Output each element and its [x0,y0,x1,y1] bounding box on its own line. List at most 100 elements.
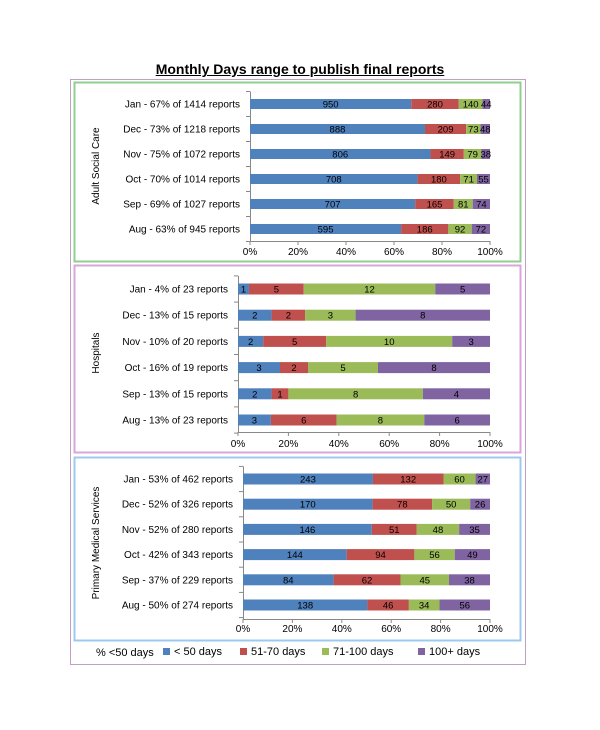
data-label: 34 [419,601,430,612]
legend-caption: % <50 days [96,647,154,659]
bar-100-days [439,599,490,611]
bar-51-70-days [371,523,417,535]
data-label: 170 [300,500,316,511]
legend-label-100-days: 100+ days [429,646,481,658]
data-label: 132 [400,475,416,486]
category-label: Jan - 4% of 23 reports [130,285,228,296]
bar-51-70-days [417,174,461,184]
data-label: 3 [468,337,473,348]
bar-100-days [481,149,490,159]
data-label: 2 [248,337,253,348]
data-label: 72 [476,225,487,236]
bar-71-100-days [303,283,436,295]
panel-adult-social-care: 0% 20% 40% 60% 80% 100% Adult Social Care Jan -… [73,81,522,263]
x-tick-label: 80% [430,439,450,450]
legend-swatch-50-days [163,648,170,655]
data-label: 165 [427,200,443,211]
data-label: 56 [459,601,470,612]
bar-50-days [243,473,373,485]
data-label: 1 [241,285,246,296]
bar-50-days [250,174,418,184]
data-label: 5 [340,363,345,374]
bar-50-days [250,149,431,159]
category-label: Aug - 50% of 274 reports [122,601,233,612]
category-label: Jan - 53% of 462 reports [123,475,233,486]
data-label: 56 [429,550,440,561]
bar-100-days [482,99,490,109]
legend-label-50-days: < 50 days [174,646,223,658]
bar-51-70-days [280,362,308,374]
x-tick-label: 20% [288,247,308,258]
data-label: 5 [292,337,297,348]
data-label: 950 [323,100,339,111]
category-label: Nov - 52% of 280 reports [122,525,233,536]
bar-71-100-days [432,498,471,510]
category-label: Sep - 37% of 229 reports [122,575,233,586]
x-tick-label: 40% [332,624,352,635]
bar-50-days [238,414,271,426]
data-label: 73 [468,125,479,136]
x-tick-label: 100% [477,624,503,635]
bar-71-100-days [453,199,473,209]
data-label: 92 [455,225,466,236]
x-tick-label: 0% [231,439,246,450]
data-label: 45 [419,575,430,586]
bar-51-70-days [401,224,449,234]
bar-50-days [238,309,272,321]
data-label: 6 [301,416,306,427]
bar-100-days [454,549,490,561]
bar-100-days [470,498,490,510]
bar-100-days [471,224,490,234]
data-label: 280 [427,100,443,111]
data-label: 2 [291,363,296,374]
category-label: Dec - 13% of 15 reports [122,311,228,322]
bar-100-days [459,523,490,535]
bar-100-days [378,362,490,374]
y-axis-title: Hospitals [91,332,102,373]
data-label: 708 [326,175,342,186]
bar-50-days [238,283,249,295]
bar-71-100-days [336,414,425,426]
bar-71-100-days [463,149,482,159]
bar-100-days [424,414,490,426]
legend-label-51-70-days: 51-70 days [251,646,306,658]
bar-50-days [250,199,416,209]
data-label: 186 [417,225,433,236]
bar-71-100-days [305,309,356,321]
legend-label-71-100-days: 71-100 days [333,646,394,658]
data-label: 209 [438,125,454,136]
bar-100-days [449,574,490,586]
bar-71-100-days [408,599,440,611]
data-label: 140 [463,100,479,111]
data-label: 3 [328,311,333,322]
bar-51-70-days [271,388,289,400]
data-label: 48 [480,125,491,136]
x-tick-label: 20% [278,439,298,450]
bar-51-70-days [248,283,304,295]
data-label: 2 [286,311,291,322]
data-label: 79 [467,150,478,161]
bar-50-days [243,599,368,611]
data-label: 2 [252,389,257,400]
data-label: 74 [476,200,487,211]
data-label: 60 [454,475,465,486]
data-label: 180 [431,175,447,186]
category-label: Nov - 75% of 1072 reports [123,150,240,161]
data-label: 84 [283,575,294,586]
data-label: 4 [454,389,459,400]
data-label: 94 [375,550,386,561]
data-label: 6 [454,416,459,427]
data-label: 62 [362,575,373,586]
data-label: 144 [287,550,303,561]
bar-51-70-days [411,99,459,109]
legend-swatch-51-70-days [240,648,247,655]
bar-71-100-days [443,473,476,485]
x-tick-label: 20% [282,624,302,635]
bar-51-70-days [372,473,444,485]
category-label: Sep - 13% of 15 reports [122,389,228,400]
data-label: 5 [460,285,465,296]
data-label: 44 [481,100,492,111]
bar-51-70-days [270,414,337,426]
data-label: 243 [300,475,316,486]
